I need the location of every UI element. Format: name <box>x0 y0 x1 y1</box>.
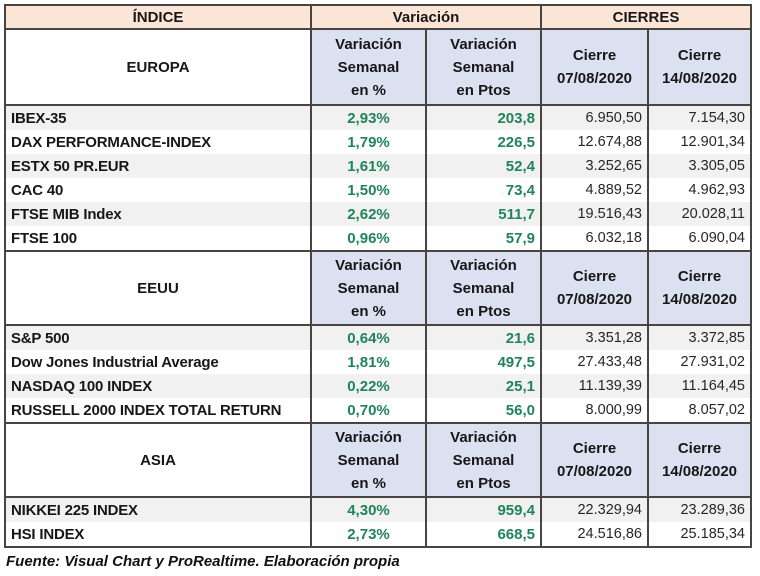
header-cierres: CIERRES <box>540 6 750 28</box>
table-row-estx50: ESTX 50 PR.EUR 1,61% 52,4 3.252,65 3.305… <box>6 154 750 178</box>
header-variacion: Variación <box>310 6 540 28</box>
close-last: 23.289,36 <box>647 498 750 522</box>
weekly-change-pct: 1,81% <box>310 350 425 374</box>
column-header-close-last: Cierre 14/08/2020 <box>647 30 750 104</box>
table-row-nikkei225: NIKKEI 225 INDEX 4,30% 959,4 22.329,94 2… <box>6 498 750 522</box>
source-note: Fuente: Visual Chart y ProRealtime. Elab… <box>6 553 400 570</box>
weekly-change-pts: 25,1 <box>425 374 540 398</box>
weekly-change-pct: 1,50% <box>310 178 425 202</box>
section-header-europa: EUROPA Variación Semanal en % Variación … <box>6 30 750 106</box>
region-label-eeuu: EEUU <box>6 252 310 324</box>
table-row-hsi: HSI INDEX 2,73% 668,5 24.516,86 25.185,3… <box>6 522 750 546</box>
index-name: RUSSELL 2000 INDEX TOTAL RETURN <box>11 401 282 419</box>
indices-summary: ÍNDICE Variación CIERRES EUROPA Variació… <box>4 4 756 570</box>
close-last: 4.962,93 <box>647 178 750 202</box>
column-header-weekly-change-pts: Variación Semanal en Ptos <box>425 424 540 496</box>
column-header-weekly-change-pts: Variación Semanal en Ptos <box>425 30 540 104</box>
column-header-weekly-change-pts: Variación Semanal en Ptos <box>425 252 540 324</box>
weekly-change-pct: 0,64% <box>310 326 425 350</box>
close-last: 20.028,11 <box>647 202 750 226</box>
weekly-change-pct: 1,79% <box>310 130 425 154</box>
close-prev: 24.516,86 <box>540 522 647 546</box>
weekly-change-pts: 203,8 <box>425 106 540 130</box>
close-prev: 11.139,39 <box>540 374 647 398</box>
column-header-weekly-change-pct: Variación Semanal en % <box>310 424 425 496</box>
close-last: 12.901,34 <box>647 130 750 154</box>
close-prev: 6.950,50 <box>540 106 647 130</box>
weekly-change-pct: 0,22% <box>310 374 425 398</box>
section-header-asia: ASIA Variación Semanal en % Variación Se… <box>6 422 750 498</box>
index-name: CAC 40 <box>11 181 64 199</box>
region-label-asia: ASIA <box>6 424 310 496</box>
close-last: 25.185,34 <box>647 522 750 546</box>
index-name: NASDAQ 100 INDEX <box>11 377 153 395</box>
close-prev: 27.433,48 <box>540 350 647 374</box>
table-row-ftse-mib: FTSE MIB Index 2,62% 511,7 19.516,43 20.… <box>6 202 750 226</box>
column-header-close-prev: Cierre 07/08/2020 <box>540 252 647 324</box>
index-name: IBEX-35 <box>11 109 67 127</box>
index-name: NIKKEI 225 INDEX <box>11 501 138 519</box>
table-row-ibex-35: IBEX-35 2,93% 203,8 6.950,50 7.154,30 <box>6 106 750 130</box>
weekly-change-pts: 226,5 <box>425 130 540 154</box>
close-last: 3.305,05 <box>647 154 750 178</box>
weekly-change-pts: 511,7 <box>425 202 540 226</box>
close-last: 11.164,45 <box>647 374 750 398</box>
close-prev: 4.889,52 <box>540 178 647 202</box>
weekly-change-pct: 4,30% <box>310 498 425 522</box>
index-name: FTSE MIB Index <box>11 205 122 223</box>
weekly-change-pct: 0,70% <box>310 398 425 422</box>
section-header-eeuu: EEUU Variación Semanal en % Variación Se… <box>6 250 750 326</box>
region-label-europa: EUROPA <box>6 30 310 104</box>
column-header-weekly-change-pct: Variación Semanal en % <box>310 252 425 324</box>
table-row-nasdaq100: NASDAQ 100 INDEX 0,22% 25,1 11.139,39 11… <box>6 374 750 398</box>
column-header-close-last: Cierre 14/08/2020 <box>647 252 750 324</box>
weekly-change-pts: 959,4 <box>425 498 540 522</box>
weekly-change-pts: 21,6 <box>425 326 540 350</box>
indices-table: ÍNDICE Variación CIERRES EUROPA Variació… <box>4 4 752 548</box>
header-indice: ÍNDICE <box>6 6 310 28</box>
close-last: 7.154,30 <box>647 106 750 130</box>
index-name: FTSE 100 <box>11 229 77 247</box>
weekly-change-pts: 497,5 <box>425 350 540 374</box>
table-header-row: ÍNDICE Variación CIERRES <box>6 6 750 30</box>
close-prev: 6.032,18 <box>540 226 647 250</box>
weekly-change-pct: 2,93% <box>310 106 425 130</box>
close-last: 3.372,85 <box>647 326 750 350</box>
column-header-close-prev: Cierre 07/08/2020 <box>540 424 647 496</box>
table-row-dow-jones: Dow Jones Industrial Average 1,81% 497,5… <box>6 350 750 374</box>
column-header-weekly-change-pct: Variación Semanal en % <box>310 30 425 104</box>
column-header-close-prev: Cierre 07/08/2020 <box>540 30 647 104</box>
index-name: ESTX 50 PR.EUR <box>11 157 130 175</box>
weekly-change-pct: 2,73% <box>310 522 425 546</box>
table-row-cac40: CAC 40 1,50% 73,4 4.889,52 4.962,93 <box>6 178 750 202</box>
index-name: Dow Jones Industrial Average <box>11 353 219 371</box>
close-prev: 8.000,99 <box>540 398 647 422</box>
weekly-change-pts: 52,4 <box>425 154 540 178</box>
weekly-change-pts: 57,9 <box>425 226 540 250</box>
weekly-change-pct: 1,61% <box>310 154 425 178</box>
close-last: 6.090,04 <box>647 226 750 250</box>
column-header-close-last: Cierre 14/08/2020 <box>647 424 750 496</box>
close-prev: 22.329,94 <box>540 498 647 522</box>
close-prev: 12.674,88 <box>540 130 647 154</box>
weekly-change-pct: 2,62% <box>310 202 425 226</box>
table-row-sp500: S&P 500 0,64% 21,6 3.351,28 3.372,85 <box>6 326 750 350</box>
close-last: 27.931,02 <box>647 350 750 374</box>
close-prev: 3.351,28 <box>540 326 647 350</box>
close-prev: 3.252,65 <box>540 154 647 178</box>
weekly-change-pts: 668,5 <box>425 522 540 546</box>
close-prev: 19.516,43 <box>540 202 647 226</box>
index-name: HSI INDEX <box>11 525 85 543</box>
weekly-change-pts: 56,0 <box>425 398 540 422</box>
index-name: S&P 500 <box>11 329 70 347</box>
index-name: DAX PERFORMANCE-INDEX <box>11 133 211 151</box>
weekly-change-pct: 0,96% <box>310 226 425 250</box>
weekly-change-pts: 73,4 <box>425 178 540 202</box>
table-row-dax: DAX PERFORMANCE-INDEX 1,79% 226,5 12.674… <box>6 130 750 154</box>
table-row-ftse-100: FTSE 100 0,96% 57,9 6.032,18 6.090,04 <box>6 226 750 250</box>
table-row-russell2000: RUSSELL 2000 INDEX TOTAL RETURN 0,70% 56… <box>6 398 750 422</box>
close-last: 8.057,02 <box>647 398 750 422</box>
